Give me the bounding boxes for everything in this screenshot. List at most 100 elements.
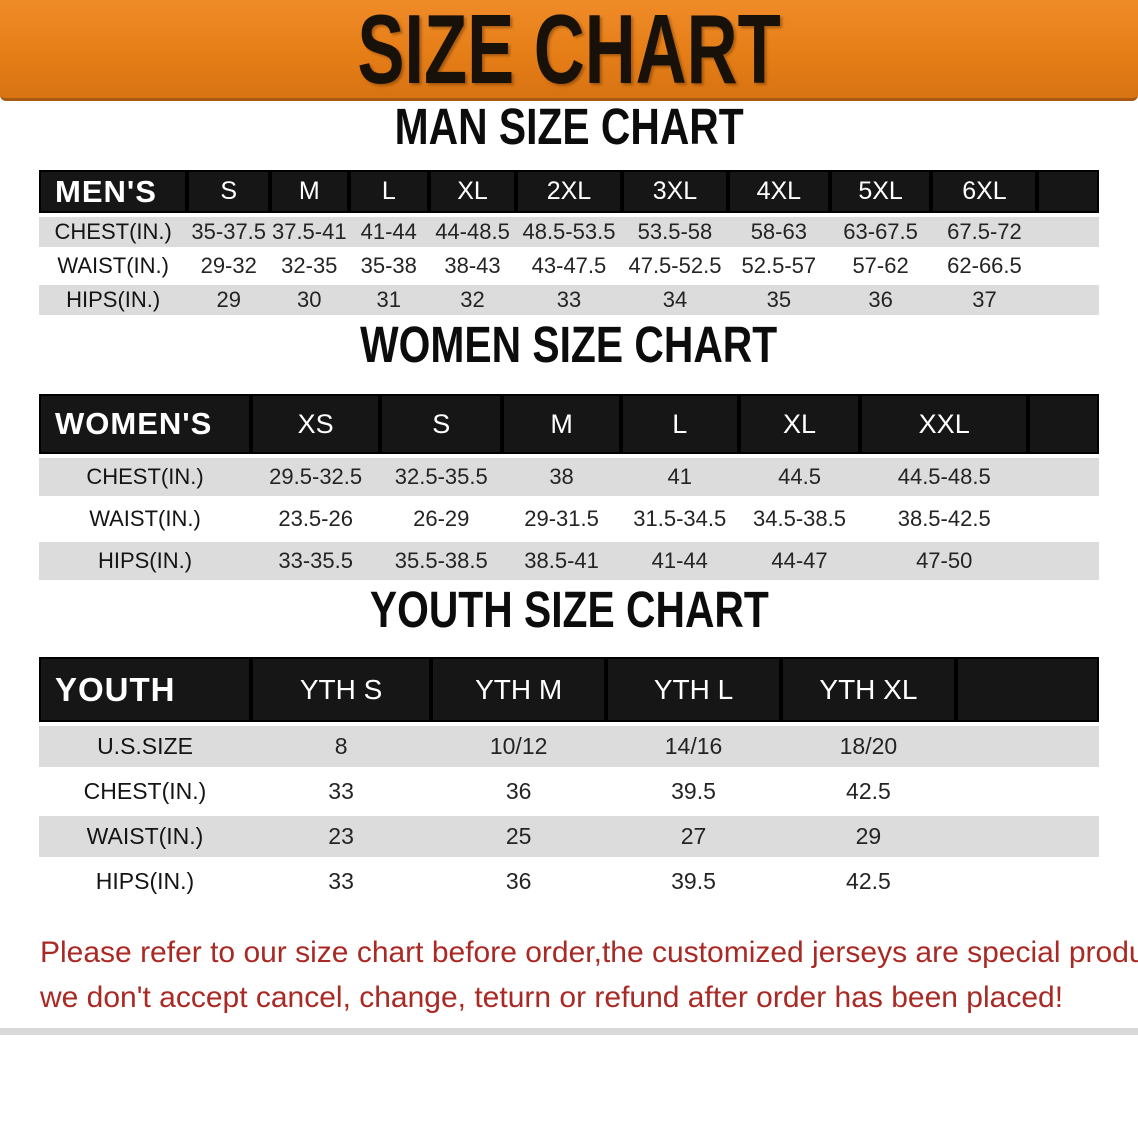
- size-value: 10/12: [431, 726, 607, 767]
- size-value: 33: [515, 285, 622, 315]
- filler-cell: [1037, 251, 1099, 281]
- youth-column-header-yth-l: YTH L: [606, 657, 781, 722]
- youth-column-header-yth-m: YTH M: [431, 657, 607, 722]
- filler-cell: [955, 657, 1099, 722]
- size-value: 32-35: [270, 251, 349, 281]
- men-row-chest-in: CHEST(IN.) 35-37.5 37.5-41 41-44 44-48.5 48.5…: [39, 217, 1099, 247]
- women-column-header-xs: XS: [251, 394, 381, 454]
- women-size-table: WOMEN'S XS S M L XL XXL CHEST(IN.) 29.5-32.5 32.5…: [39, 390, 1099, 584]
- disclaimer-line-2: we don't accept cancel, change, teturn o…: [40, 981, 1064, 1014]
- size-value: 48.5-53.5: [515, 217, 622, 247]
- filler-cell: [1027, 500, 1099, 538]
- size-value: 47-50: [860, 542, 1028, 580]
- women-column-header-l: L: [620, 394, 739, 454]
- women-row-hips-in: HIPS(IN.) 33-35.5 35.5-38.5 38.5-41 41-44 44-…: [39, 542, 1099, 580]
- women-size-table-wrap: WOMEN'S XS S M L XL XXL CHEST(IN.) 29.5-32.5 32.5…: [39, 390, 1099, 584]
- disclaimer-line-1: Please refer to our size chart before or…: [40, 936, 1138, 969]
- youth-row-chest-in: CHEST(IN.) 33 36 39.5 42.5: [39, 771, 1099, 812]
- size-value: 26-29: [380, 500, 503, 538]
- row-label: CHEST(IN.): [39, 771, 251, 812]
- size-value: 29.5-32.5: [251, 458, 381, 496]
- women-size-section: WOMEN SIZE CHART WOMEN'S XS S M L XL XXL CHEST(…: [0, 319, 1138, 584]
- men-size-table: MEN'S S M L XL 2XL 3XL 4XL 5XL 6XL CHEST(IN.) 35-37…: [39, 166, 1099, 319]
- size-value: 42.5: [780, 861, 956, 902]
- men-size-table-wrap: MEN'S S M L XL 2XL 3XL 4XL 5XL 6XL CHEST(IN.) 35-37…: [39, 166, 1099, 319]
- women-column-header-s: S: [380, 394, 503, 454]
- row-label: HIPS(IN.): [39, 285, 188, 315]
- row-label: HIPS(IN.): [39, 542, 251, 580]
- size-value: 35-37.5: [187, 217, 271, 247]
- size-value: 29: [187, 285, 271, 315]
- size-value: 38: [502, 458, 621, 496]
- size-value: 23.5-26: [251, 500, 381, 538]
- size-value: 29-31.5: [502, 500, 621, 538]
- youth-header-bar: YOUTH YTH S YTH M YTH L YTH XL: [39, 657, 1099, 722]
- bottom-divider: [0, 1028, 1138, 1035]
- men-column-header-l: L: [348, 170, 430, 213]
- size-value: 27: [606, 816, 781, 857]
- women-column-header-m: M: [502, 394, 621, 454]
- size-value: 8: [251, 726, 432, 767]
- youth-row-hips-in: HIPS(IN.) 33 36 39.5 42.5: [39, 861, 1099, 902]
- size-value: 62-66.5: [931, 251, 1038, 281]
- women-table-title: WOMEN'S: [39, 394, 251, 454]
- men-column-header-m: M: [270, 170, 349, 213]
- size-chart-banner: SIZE CHART: [0, 0, 1138, 101]
- filler-cell: [1037, 217, 1099, 247]
- men-column-header-6xl: 6XL: [931, 170, 1038, 213]
- size-value: 33: [251, 861, 432, 902]
- filler-cell: [1027, 542, 1099, 580]
- filler-cell: [1037, 170, 1099, 213]
- size-value: 44-47: [738, 542, 861, 580]
- size-value: 44.5-48.5: [860, 458, 1028, 496]
- women-section-heading: WOMEN SIZE CHART: [360, 316, 778, 373]
- filler-cell: [1027, 458, 1099, 496]
- size-value: 38.5-42.5: [860, 500, 1028, 538]
- size-value: 29: [780, 816, 956, 857]
- youth-size-table-wrap: YOUTH YTH S YTH M YTH L YTH XL U.S.SIZE 8 10/12…: [39, 653, 1099, 906]
- size-value: 36: [829, 285, 932, 315]
- men-size-section: MAN SIZE CHART MEN'S S M L XL 2XL 3XL 4XL 5XL 6XL…: [0, 101, 1138, 319]
- size-value: 37.5-41: [270, 217, 349, 247]
- size-value: 47.5-52.5: [621, 251, 728, 281]
- row-label: WAIST(IN.): [39, 500, 251, 538]
- men-row-hips-in: HIPS(IN.) 29 30 31 32 33 34 35 36 37: [39, 285, 1099, 315]
- men-table-title: MEN'S: [39, 170, 188, 213]
- men-column-header-3xl: 3XL: [621, 170, 728, 213]
- row-label: WAIST(IN.): [39, 251, 188, 281]
- women-row-chest-in: CHEST(IN.) 29.5-32.5 32.5-35.5 38 41 44.5 44.5…: [39, 458, 1099, 496]
- size-value: 42.5: [780, 771, 956, 812]
- youth-row-waist-in: WAIST(IN.) 23 25 27 29: [39, 816, 1099, 857]
- filler-cell: [955, 771, 1099, 812]
- size-value: 34: [621, 285, 728, 315]
- men-section-heading: MAN SIZE CHART: [394, 98, 744, 155]
- size-value: 52.5-57: [727, 251, 830, 281]
- men-column-header-s: S: [187, 170, 271, 213]
- size-value: 35: [727, 285, 830, 315]
- size-value: 38.5-41: [502, 542, 621, 580]
- men-column-header-5xl: 5XL: [829, 170, 932, 213]
- filler-cell: [1037, 285, 1099, 315]
- banner-title: SIZE CHART: [357, 0, 781, 104]
- size-value: 58-63: [727, 217, 830, 247]
- size-value: 57-62: [829, 251, 932, 281]
- row-label: U.S.SIZE: [39, 726, 251, 767]
- youth-size-section: YOUTH SIZE CHART YOUTH YTH S YTH M YTH L YTH…: [0, 584, 1138, 906]
- size-value: 53.5-58: [621, 217, 728, 247]
- size-value: 33: [251, 771, 432, 812]
- size-value: 43-47.5: [515, 251, 622, 281]
- size-value: 30: [270, 285, 349, 315]
- size-value: 18/20: [780, 726, 956, 767]
- men-column-header-4xl: 4XL: [727, 170, 830, 213]
- youth-column-header-yth-s: YTH S: [251, 657, 432, 722]
- size-value: 37: [931, 285, 1038, 315]
- size-value: 44.5: [738, 458, 861, 496]
- men-column-header-xl: XL: [429, 170, 516, 213]
- women-column-header-xl: XL: [738, 394, 861, 454]
- filler-cell: [1027, 394, 1099, 454]
- filler-cell: [955, 816, 1099, 857]
- size-value: 14/16: [606, 726, 781, 767]
- size-value: 35.5-38.5: [380, 542, 503, 580]
- youth-size-table: YOUTH YTH S YTH M YTH L YTH XL U.S.SIZE 8 10/12…: [39, 653, 1099, 906]
- size-value: 32: [429, 285, 516, 315]
